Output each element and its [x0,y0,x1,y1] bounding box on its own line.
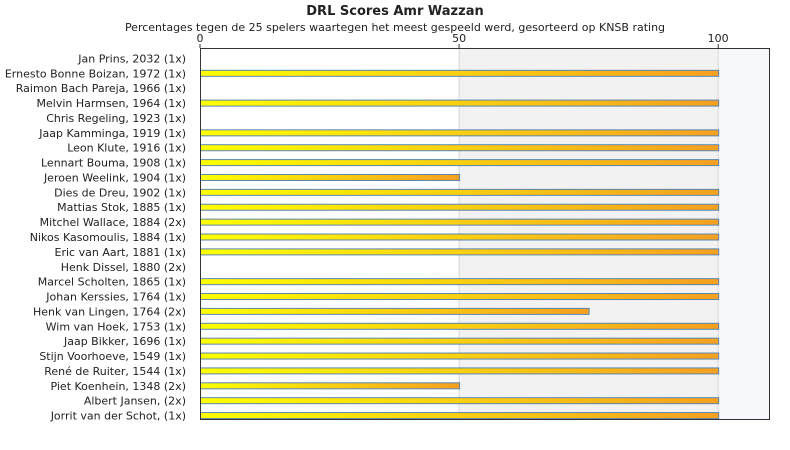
category-label: Jaap Bikker, 1696 (1x) [63,335,186,348]
category-label: Leon Klute, 1916 (1x) [67,142,186,155]
category-label: René de Ruiter, 1544 (1x) [44,365,186,378]
bar [200,278,720,286]
category-label: Nikos Kasomoulis, 1884 (1x) [30,231,186,244]
category-label: Mitchel Wallace, 1884 (2x) [40,216,186,229]
grid-band [718,48,770,420]
bar [200,367,720,375]
category-label: Ernesto Bonne Boizan, 1972 (1x) [5,67,186,80]
category-label: Jaap Kamminga, 1919 (1x) [38,127,186,140]
category-label: Jeroen Weelink, 1904 (1x) [43,171,186,184]
category-label: Jorrit van der Schot, (1x) [50,410,186,423]
chart-title: DRL Scores Amr Wazzan [306,4,484,19]
plot-frame [200,48,770,420]
bar [200,248,720,256]
x-tick-label: 100 [708,32,729,45]
bar [200,382,461,390]
x-tick-label: 0 [197,32,204,45]
category-label: Stijn Voorhoeve, 1549 (1x) [39,350,186,363]
category-label: Lennart Bouma, 1908 (1x) [41,157,186,170]
bar [200,99,720,107]
category-label: Henk Dissel, 1880 (2x) [61,261,186,274]
category-label: Dies de Dreu, 1902 (1x) [54,186,186,199]
bar [200,159,720,167]
bar [200,144,720,152]
bar [200,218,720,226]
bar [200,129,720,137]
category-label: Marcel Scholten, 1865 (1x) [38,276,186,289]
category-label: Johan Kerssies, 1764 (1x) [45,291,186,304]
bar [200,203,720,211]
category-label: Jan Prins, 2032 (1x) [77,52,186,65]
category-label: Albert Jansen, (2x) [84,395,186,408]
category-label: Eric van Aart, 1881 (1x) [55,246,186,259]
chart-subtitle: Percentages tegen de 25 spelers waartege… [124,21,666,34]
category-label: Henk van Lingen, 1764 (2x) [33,305,186,318]
bar [200,307,590,315]
bar [200,397,720,405]
bar [200,412,720,420]
category-label: Raimon Bach Pareja, 1966 (1x) [16,82,186,95]
bar [200,337,720,345]
category-label: Chris Regeling, 1923 (1x) [46,112,186,125]
category-label: Mattias Stok, 1885 (1x) [57,201,186,214]
bar [200,173,461,181]
bar [200,69,720,77]
category-label: Melvin Harmsen, 1964 (1x) [37,97,186,110]
x-tick-label: 50 [452,32,466,45]
category-label: Piet Koenhein, 1348 (2x) [50,380,186,393]
bar [200,352,720,360]
bar [200,322,720,330]
bar [200,188,720,196]
bar [200,293,720,301]
category-label: Wim van Hoek, 1753 (1x) [46,320,186,333]
bar [200,233,720,241]
